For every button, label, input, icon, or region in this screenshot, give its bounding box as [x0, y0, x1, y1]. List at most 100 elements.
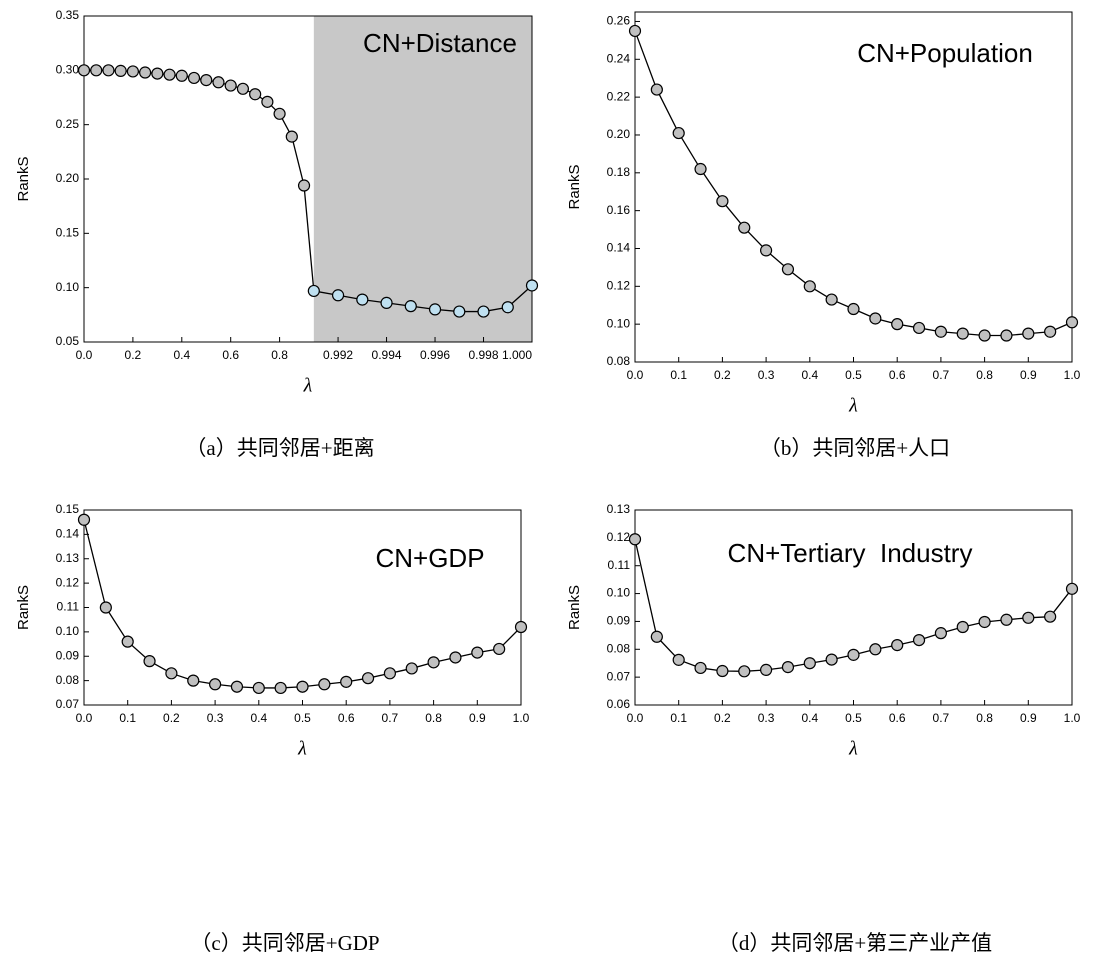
data-point	[628, 533, 642, 546]
y-tick-label: 0.12	[56, 575, 80, 589]
data-point	[934, 325, 948, 338]
y-tick-label: 0.11	[608, 558, 631, 572]
data-point	[187, 674, 200, 687]
x-tick-label: 0.5	[845, 711, 862, 725]
data-point	[307, 284, 320, 298]
data-point	[869, 643, 882, 656]
annotation: CN+Distance	[363, 28, 517, 58]
plot-frame	[83, 509, 522, 706]
data-point	[847, 648, 860, 661]
x-tick-label: 0.6	[222, 348, 239, 362]
data-point	[126, 65, 139, 78]
data-point	[738, 221, 751, 234]
data-point	[1000, 613, 1013, 626]
y-tick-label: 0.12	[607, 530, 631, 544]
x-tick-label: 0.2	[125, 348, 142, 362]
data-point	[803, 657, 816, 670]
x-tick-label: 0.3	[758, 368, 775, 382]
y-tick-label: 0.08	[607, 354, 631, 368]
x-tick-label: 0.996	[420, 348, 450, 362]
data-point	[956, 620, 969, 634]
x-tick-label: 0.8	[976, 711, 993, 725]
y-tick-label: 0.16	[607, 203, 631, 217]
x-tick-label: 0.7	[382, 711, 399, 725]
data-line	[84, 69, 305, 186]
data-point	[249, 88, 262, 101]
data-point	[716, 664, 729, 678]
data-point	[261, 95, 274, 108]
y-tick-label: 0.05	[56, 334, 80, 348]
data-point	[187, 71, 201, 85]
y-tick-label: 0.12	[607, 278, 631, 292]
caption: （b）共同邻居+人口	[760, 436, 950, 460]
x-tick-label: 0.9	[1020, 711, 1037, 725]
y-tick-label: 0.24	[607, 51, 631, 65]
annotation: CN+Tertiary Industry	[728, 538, 973, 568]
data-point	[934, 627, 948, 640]
data-point	[891, 318, 904, 331]
data-point	[200, 74, 213, 87]
x-axis-label: λ	[848, 395, 858, 417]
data-point	[1065, 582, 1079, 595]
data-point	[139, 66, 152, 79]
y-tick-label: 0.15	[56, 502, 80, 516]
y-axis-label: RankS	[566, 585, 583, 630]
data-point	[650, 83, 663, 96]
x-tick-label: 0.4	[173, 348, 190, 362]
data-point	[361, 672, 375, 685]
x-tick-label: 0.8	[425, 711, 442, 725]
x-tick-label: 0.8	[271, 348, 288, 362]
y-tick-label: 0.09	[607, 614, 631, 628]
connector-line	[303, 185, 315, 291]
data-point	[1022, 327, 1035, 340]
y-tick-label: 0.10	[56, 280, 80, 294]
data-point	[380, 296, 393, 309]
x-tick-label: 0.2	[714, 368, 731, 382]
x-tick-label: 0.6	[889, 711, 906, 725]
data-point	[978, 329, 991, 342]
data-point	[252, 681, 265, 695]
x-tick-label: 0.5	[294, 711, 311, 725]
data-point	[628, 24, 642, 38]
data-point	[175, 69, 188, 82]
y-tick-label: 0.06	[607, 697, 631, 711]
data-point	[114, 64, 127, 77]
y-tick-label: 0.08	[56, 673, 80, 687]
data-point	[1044, 610, 1057, 623]
x-tick-label: 0.998	[469, 348, 499, 362]
y-tick-label: 0.07	[56, 697, 80, 711]
data-point	[236, 82, 250, 95]
y-axis-label: RankS	[566, 164, 583, 209]
data-point	[694, 162, 707, 176]
data-point	[501, 301, 514, 314]
y-tick-label: 0.15	[56, 226, 80, 240]
data-point	[471, 646, 484, 659]
data-line	[634, 30, 1073, 337]
y-tick-label: 0.20	[56, 171, 80, 185]
data-point	[912, 321, 926, 335]
y-tick-label: 0.18	[607, 165, 631, 179]
y-tick-label: 0.10	[56, 624, 80, 638]
y-tick-label: 0.07	[607, 669, 631, 683]
x-tick-label: 0.5	[845, 368, 862, 382]
data-point	[672, 653, 685, 666]
x-tick-label: 0.6	[889, 368, 906, 382]
data-point	[151, 67, 164, 80]
x-tick-label: 1.0	[1064, 711, 1081, 725]
data-point	[427, 656, 440, 669]
x-tick-label: 0.7	[933, 711, 950, 725]
caption: （d）共同邻居+第三产业产值	[718, 931, 992, 955]
data-point	[90, 64, 103, 77]
y-tick-label: 0.22	[607, 89, 631, 103]
caption: （a）共同邻居+距离	[185, 436, 374, 460]
x-tick-label: 0.1	[119, 711, 136, 725]
x-tick-label: 0.6	[338, 711, 355, 725]
x-tick-label: 0.992	[323, 348, 353, 362]
data-point	[493, 642, 506, 656]
data-point	[121, 635, 134, 648]
data-point	[525, 279, 539, 292]
x-tick-label: 0.994	[372, 348, 402, 362]
x-tick-label: 0.2	[714, 711, 731, 725]
x-axis-label: λ	[303, 375, 313, 397]
